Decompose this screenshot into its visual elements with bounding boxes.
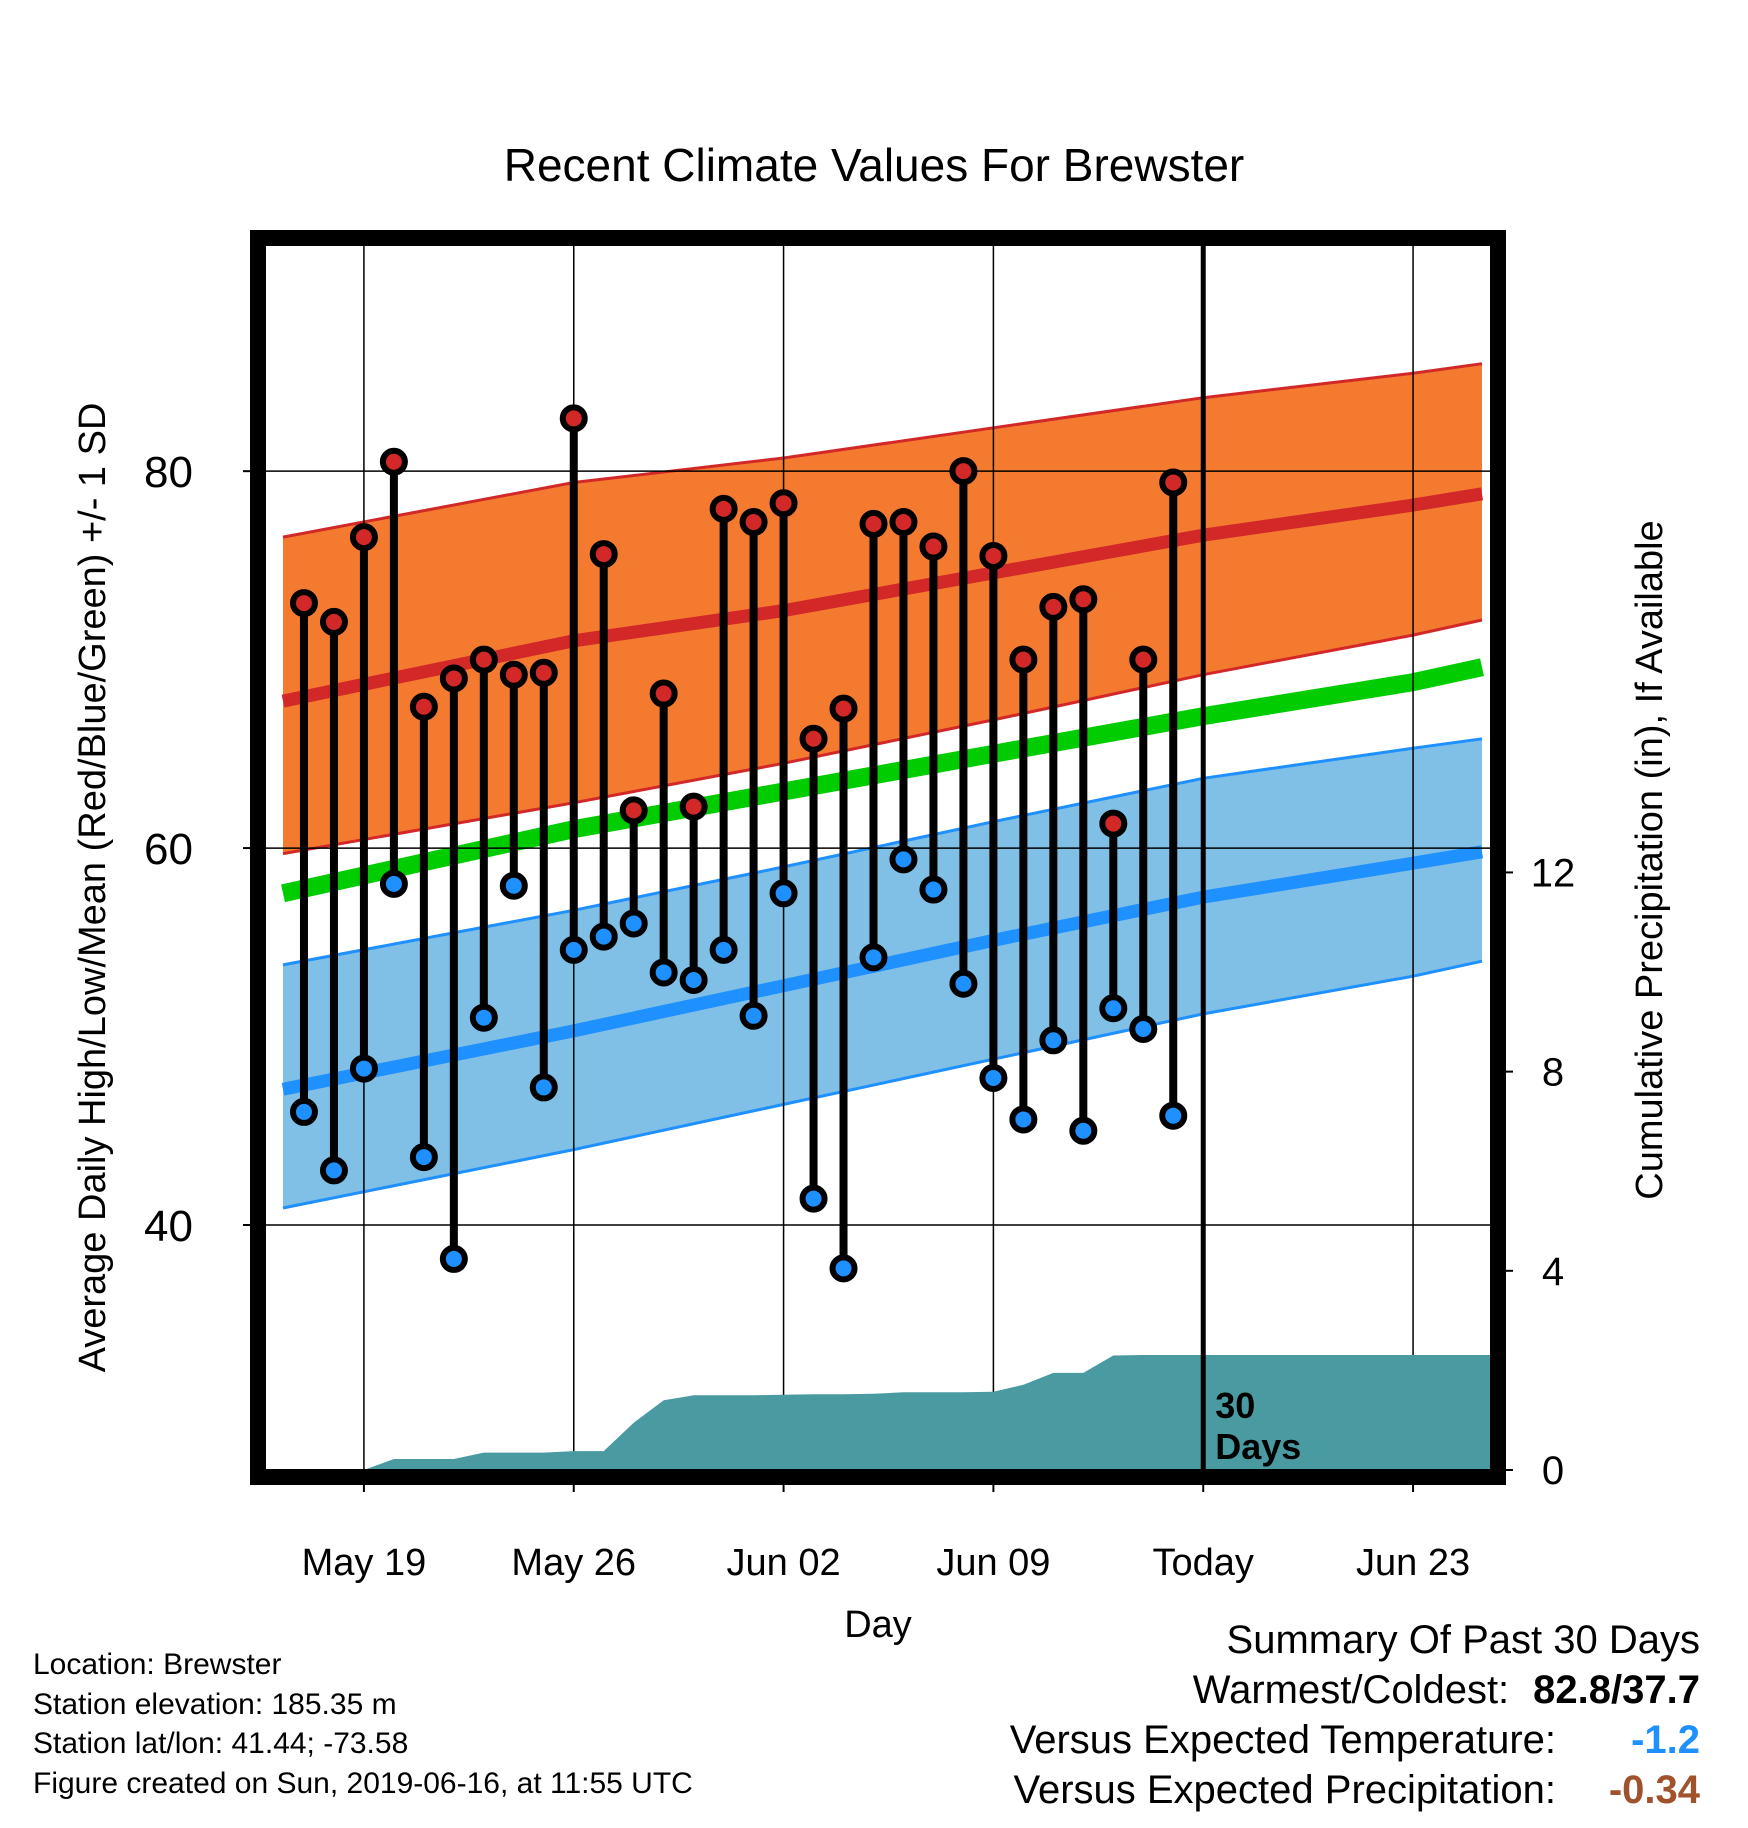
daily-low-point <box>349 1054 378 1083</box>
y-tick-label: 80 <box>144 448 193 497</box>
footer-created: Figure created on Sun, 2019-06-16, at 11… <box>33 1767 693 1800</box>
daily-low-point <box>739 1001 768 1030</box>
y-tick-label: 60 <box>144 825 193 874</box>
daily-low-point <box>679 966 708 994</box>
daily-low-point <box>319 1156 348 1185</box>
summary-warm-cold-label: Warmest/Coldest: <box>1192 1668 1510 1712</box>
summary-temperature-value: -1.2 <box>1631 1718 1700 1762</box>
footer-latlon: Station lat/lon: 41.44; -73.58 <box>33 1727 409 1760</box>
daily-low-point <box>1159 1101 1188 1130</box>
chart-title: Recent Climate Values For Brewster <box>503 139 1245 191</box>
daily-high-point <box>349 523 378 552</box>
daily-low-point <box>499 871 528 900</box>
daily-high-point <box>709 494 738 523</box>
x-tick-label: Today <box>1153 1542 1254 1584</box>
daily-high-point <box>739 508 768 537</box>
daily-low-point <box>469 1003 498 1032</box>
daily-low-point <box>829 1254 858 1283</box>
daily-high-point <box>409 692 438 721</box>
daily-low-point <box>409 1143 438 1172</box>
daily-high-point <box>589 540 618 569</box>
summary-precipitation: Versus Expected Precipitation: -0.34 <box>1013 1768 1700 1813</box>
daily-low-point <box>289 1097 318 1126</box>
y2-tick-label: 8 <box>1542 1051 1564 1095</box>
daily-high-point <box>379 447 408 476</box>
daily-high-point <box>829 694 858 723</box>
daily-low-point <box>889 845 918 874</box>
summary-precipitation-value: -0.34 <box>1608 1768 1700 1812</box>
footer-location: Location: Brewster <box>33 1648 282 1681</box>
summary-precipitation-label: Versus Expected Precipitation: <box>1013 1768 1556 1812</box>
daily-high-point <box>1069 585 1098 614</box>
daily-high-point <box>289 589 318 618</box>
daily-low-point <box>919 875 948 904</box>
x-tick-label: Jun 02 <box>727 1542 841 1584</box>
y2-tick-label: 12 <box>1531 851 1576 895</box>
plot-frame <box>250 230 1506 1485</box>
low-sd-band <box>283 738 1482 1208</box>
daily-high-point <box>679 792 708 821</box>
daily-high-point <box>1099 809 1128 838</box>
daily-low-point <box>769 879 798 908</box>
footer-elevation: Station elevation: 185.35 m <box>33 1688 397 1721</box>
daily-low-point <box>589 922 618 951</box>
daily-high-point <box>619 796 648 825</box>
x-tick-label: May 19 <box>302 1542 427 1584</box>
daily-low-point <box>1069 1116 1098 1145</box>
daily-high-point <box>529 658 558 687</box>
today-annotation: 30 Days <box>1215 1385 1301 1467</box>
daily-low-point <box>379 869 408 898</box>
summary-temperature: Versus Expected Temperature: -1.2 <box>1010 1718 1700 1763</box>
precip-area <box>274 1355 1491 1470</box>
daily-high-point <box>979 541 1008 570</box>
daily-high-point <box>649 679 678 708</box>
y2-tick-label: 4 <box>1542 1250 1564 1294</box>
y2-axis-label: Cumulative Precipitation (in), If Availa… <box>1629 520 1671 1199</box>
daily-high-point <box>1129 645 1158 674</box>
daily-high-point <box>559 404 588 433</box>
daily-high-point <box>319 607 348 636</box>
daily-low-point <box>859 943 888 972</box>
daily-high-point <box>1009 645 1038 674</box>
x-tick-label: Jun 09 <box>936 1542 1050 1584</box>
daily-low-point <box>529 1073 558 1102</box>
y-axis-label: Average Daily High/Low/Mean (Red/Blue/Gr… <box>72 403 114 1373</box>
x-tick-label: May 26 <box>511 1542 636 1584</box>
daily-high-point <box>1159 468 1188 497</box>
x-axis-label: Day <box>844 1604 912 1646</box>
daily-low-point <box>1039 1026 1068 1055</box>
daily-low-point <box>1009 1105 1038 1134</box>
daily-low-point <box>1129 1015 1158 1043</box>
daily-low-point <box>439 1244 468 1273</box>
daily-high-point <box>949 457 978 486</box>
summary-temperature-label: Versus Expected Temperature: <box>1009 1718 1556 1762</box>
y2-tick-label: 0 <box>1542 1449 1564 1493</box>
daily-high-point <box>1039 592 1068 621</box>
daily-high-point <box>499 660 528 689</box>
daily-low-point <box>799 1184 828 1213</box>
daily-high-point <box>769 489 798 518</box>
daily-high-point <box>439 664 468 693</box>
x-tick-label: Jun 23 <box>1356 1542 1470 1584</box>
daily-low-point <box>649 958 678 987</box>
y-tick-label: 40 <box>144 1202 193 1251</box>
daily-high-point <box>469 645 498 674</box>
daily-low-point <box>949 969 978 998</box>
summary-warm-cold: Warmest/Coldest: 82.8/37.7 <box>1193 1668 1700 1713</box>
daily-low-point <box>559 935 588 964</box>
daily-high-point <box>919 532 948 561</box>
daily-low-point <box>979 1064 1008 1092</box>
daily-high-point <box>799 724 828 753</box>
daily-high-point <box>859 509 888 538</box>
summary-title: Summary Of Past 30 Days <box>1226 1618 1700 1662</box>
daily-low-point <box>709 935 738 964</box>
daily-low-point <box>619 909 648 938</box>
daily-low-point <box>1099 994 1128 1023</box>
summary-warm-cold-value: 82.8/37.7 <box>1533 1668 1700 1712</box>
daily-high-point <box>889 508 918 537</box>
